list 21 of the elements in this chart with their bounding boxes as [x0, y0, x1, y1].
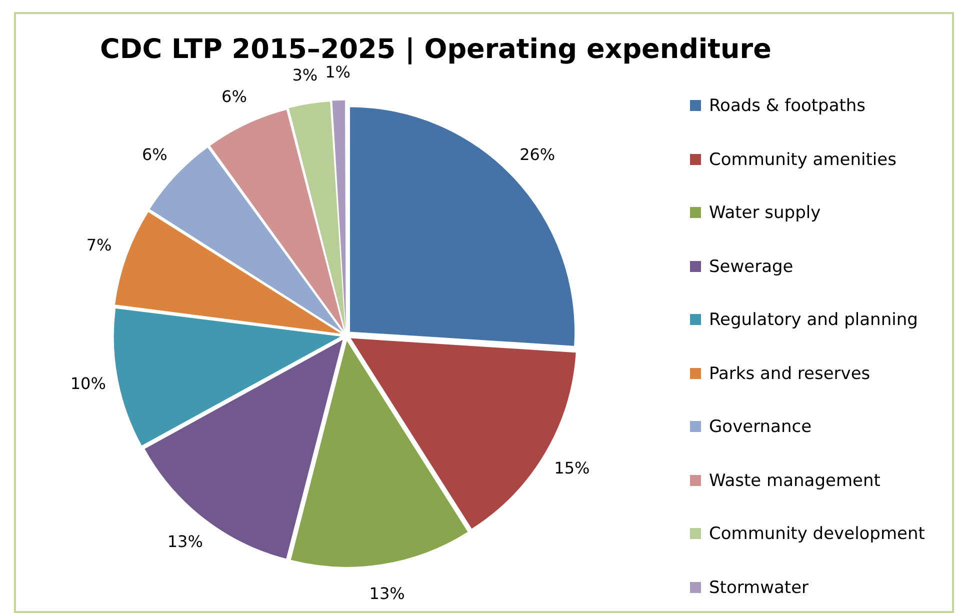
data-label: 13% [167, 532, 203, 552]
data-label: 6% [142, 144, 168, 164]
data-label: 7% [86, 236, 112, 255]
data-label: 3% [292, 65, 318, 84]
chart-title: CDC LTP 2015–2025 | Operating expenditure [100, 34, 772, 65]
data-label: 13% [369, 584, 405, 603]
legend-label: Waste management [709, 470, 880, 490]
legend-label: Roads & footpaths [709, 96, 866, 116]
legend-label: Community development [709, 524, 925, 544]
data-label: 10% [70, 374, 106, 393]
data-label: 15% [554, 458, 590, 478]
data-label: 6% [222, 87, 247, 106]
data-label: 26% [520, 144, 556, 164]
legend-label: Community amenities [709, 150, 896, 170]
data-label: 1% [325, 62, 350, 82]
legend-label: Parks and reserves [709, 364, 870, 384]
legend-label: Water supply [709, 203, 821, 223]
legend-label: Governance [709, 417, 812, 437]
legend-label: Sewerage [709, 256, 794, 276]
legend-label: Regulatory and planning [709, 310, 918, 330]
legend-label: Stormwater [709, 578, 809, 598]
